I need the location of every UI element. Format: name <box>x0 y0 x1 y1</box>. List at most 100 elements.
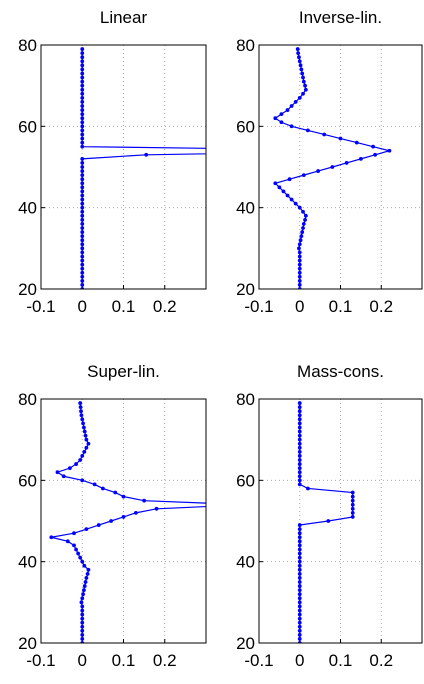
x-tick-label: -0.1 <box>26 297 55 316</box>
subplot-title: Mass-cons. <box>297 362 384 381</box>
marker <box>72 543 76 548</box>
marker <box>297 539 302 544</box>
marker <box>80 132 85 137</box>
marker <box>297 543 302 548</box>
marker <box>297 527 302 532</box>
marker <box>67 466 72 471</box>
line <box>274 49 392 289</box>
plot-area <box>49 401 206 643</box>
subplot-title: Super-lin. <box>87 362 160 381</box>
marker <box>297 437 302 442</box>
marker <box>80 181 85 186</box>
x-tick-label: 0.2 <box>369 651 393 670</box>
marker <box>49 535 54 540</box>
marker <box>297 482 302 487</box>
marker <box>297 596 302 601</box>
marker <box>273 116 278 121</box>
marker <box>297 283 302 287</box>
marker <box>86 441 91 446</box>
marker <box>100 486 105 491</box>
marker <box>297 600 302 605</box>
marker <box>300 230 305 234</box>
marker <box>387 148 392 153</box>
marker <box>109 519 114 523</box>
marker <box>80 128 85 133</box>
marker <box>80 197 85 202</box>
marker <box>80 624 85 629</box>
marker <box>142 498 147 503</box>
marker <box>80 201 85 206</box>
axes-box <box>40 44 207 290</box>
marker <box>80 242 85 247</box>
marker <box>299 67 304 72</box>
marker <box>279 120 284 125</box>
marker <box>297 250 302 255</box>
y-tick-label: 60 <box>18 117 37 136</box>
marker <box>80 136 85 141</box>
x-tick-label: -0.1 <box>244 297 273 316</box>
line <box>81 49 206 289</box>
marker <box>113 490 118 495</box>
marker <box>80 189 85 194</box>
marker <box>297 278 302 283</box>
marker <box>80 608 85 613</box>
marker <box>303 83 307 88</box>
marker <box>80 173 85 178</box>
marker <box>80 254 85 259</box>
marker <box>297 523 302 527</box>
marker <box>81 421 85 426</box>
marker <box>80 47 85 51</box>
marker <box>297 616 302 621</box>
marker <box>92 482 97 487</box>
marker <box>80 91 85 96</box>
marker <box>297 266 302 271</box>
marker <box>297 637 302 641</box>
marker <box>350 490 355 495</box>
marker <box>86 567 91 572</box>
subplot: Linear -0.1 0 0.1 0.2 20 40 60 80 <box>18 8 207 316</box>
marker <box>297 433 302 438</box>
marker <box>80 266 85 271</box>
marker <box>293 201 298 206</box>
marker <box>80 75 85 80</box>
marker <box>80 120 85 125</box>
marker <box>82 449 87 454</box>
marker <box>297 535 302 540</box>
marker <box>82 563 87 568</box>
marker <box>82 425 86 430</box>
marker <box>297 413 302 418</box>
marker <box>350 510 355 515</box>
y-tick-label: 40 <box>236 199 255 218</box>
marker <box>298 238 303 243</box>
marker <box>297 608 302 613</box>
marker <box>84 437 89 442</box>
marker <box>80 79 85 84</box>
marker <box>79 413 84 418</box>
marker <box>74 462 78 466</box>
marker <box>297 547 302 552</box>
marker <box>297 612 302 617</box>
y-tick-label: 60 <box>236 471 255 490</box>
marker <box>83 580 88 584</box>
marker <box>80 144 85 149</box>
marker <box>285 193 290 198</box>
marker <box>80 205 85 210</box>
marker <box>322 132 327 137</box>
marker <box>350 515 355 519</box>
marker <box>80 559 85 564</box>
marker <box>297 445 302 450</box>
marker <box>80 108 85 112</box>
marker <box>297 254 302 259</box>
marker <box>297 417 302 422</box>
marker <box>72 531 76 536</box>
marker <box>297 531 302 536</box>
x-tick-label: 0.2 <box>153 297 177 316</box>
x-tick-label: 0.1 <box>112 651 136 670</box>
line <box>299 403 354 643</box>
marker <box>297 555 302 560</box>
marker <box>298 63 303 68</box>
marker <box>297 95 302 100</box>
marker <box>301 226 305 230</box>
marker <box>80 628 85 633</box>
marker <box>80 222 85 226</box>
